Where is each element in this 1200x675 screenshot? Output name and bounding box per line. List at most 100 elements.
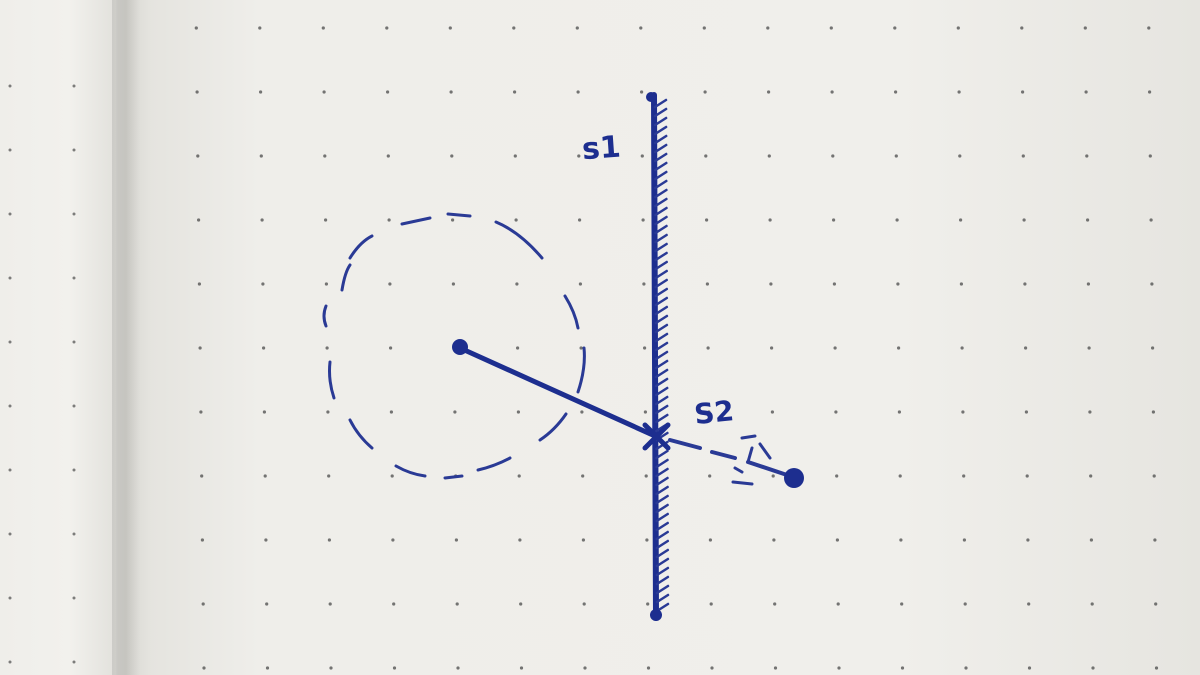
grid-dot [829, 26, 833, 30]
grid-dot [895, 218, 899, 222]
grid-dot [196, 154, 200, 158]
grid-dot [581, 474, 585, 478]
hatch-stroke [654, 233, 668, 244]
hatch-stroke [655, 503, 669, 514]
grid-dot [328, 602, 332, 606]
grid-dot [899, 538, 903, 542]
grid-dot [8, 532, 12, 536]
hatch-stroke [655, 494, 669, 505]
grid-dot [329, 666, 333, 670]
grid-dot [72, 660, 76, 664]
grid-dot [517, 474, 521, 478]
grid-dot [519, 602, 523, 606]
grid-dot [897, 346, 901, 350]
grid-dot [455, 602, 459, 606]
grid-dot [957, 90, 961, 94]
hatch-stroke [654, 206, 668, 217]
grid-dot [646, 602, 650, 606]
grid-dot [833, 346, 837, 350]
grid-dot [259, 154, 263, 158]
hatch-stroke [655, 530, 669, 541]
grid-dot [710, 666, 714, 670]
left-page-edge [0, 0, 116, 675]
grid-dot [324, 218, 328, 222]
grid-dot [326, 410, 330, 414]
grid-dot [836, 602, 840, 606]
hatch-stroke [655, 458, 669, 469]
grid-dot [962, 474, 966, 478]
grid-dot [1149, 218, 1153, 222]
grid-dot [771, 474, 775, 478]
grid-dot [894, 90, 898, 94]
grid-dot [516, 410, 521, 414]
hatch-stroke [655, 512, 669, 523]
hatch-stroke [654, 323, 669, 334]
reflected-dashed-line [668, 438, 792, 478]
grid-dot [1147, 26, 1151, 30]
grid-dot [390, 474, 394, 478]
grid-dot [265, 602, 269, 606]
grid-dot [831, 154, 835, 158]
grid-dot [1151, 410, 1155, 414]
grid-dot [834, 410, 838, 414]
mirror-top-endpoint [646, 92, 656, 102]
hatch-stroke [653, 116, 668, 127]
grid-dot [580, 410, 584, 414]
grid-dot [1024, 410, 1028, 414]
grid-dot [389, 346, 393, 350]
grid-dot [964, 666, 968, 670]
grid-dot [72, 404, 76, 408]
grid-dot [322, 90, 326, 94]
grid-dot [702, 26, 706, 30]
hatch-stroke [654, 404, 669, 415]
grid-dot [263, 474, 267, 478]
hatch-stroke [654, 377, 669, 388]
grid-dot [8, 148, 12, 152]
hatch-stroke [654, 350, 669, 361]
hatch-stroke [655, 593, 670, 604]
grid-dot [392, 602, 396, 606]
hatch-stroke [653, 152, 668, 163]
grid-dot [1091, 666, 1095, 670]
hatch-stroke [655, 485, 669, 496]
grid-dot [772, 538, 776, 542]
hatch-stroke [654, 179, 668, 190]
grid-dot [581, 538, 586, 542]
grid-dot [832, 282, 837, 286]
hatch-stroke [654, 287, 669, 298]
grid-dot [1021, 154, 1025, 158]
grid-dot [1026, 538, 1030, 542]
grid-dot [259, 90, 263, 94]
grid-dot [388, 282, 392, 286]
grid-dot [456, 666, 460, 670]
mirror-bottom-endpoint [650, 609, 662, 621]
mirror-line [651, 92, 659, 621]
grid-dot [644, 474, 648, 478]
grid-dot [1027, 602, 1031, 606]
grid-dot [451, 218, 455, 222]
grid-dot [583, 666, 587, 670]
grid-dot [898, 474, 902, 478]
grid-dot [200, 538, 204, 542]
grid-dot [768, 218, 772, 222]
grid-dot [392, 666, 397, 670]
hatch-stroke [654, 242, 668, 253]
grid-dot [1154, 666, 1159, 670]
grid-dot [579, 346, 583, 350]
grid-dot [325, 346, 329, 350]
grid-dot [72, 468, 76, 472]
grid-dot [832, 218, 836, 222]
grid-dot [960, 346, 964, 350]
grid-dot [519, 666, 524, 670]
grid-dot [197, 218, 201, 222]
grid-dot [578, 218, 582, 222]
hatch-stroke [655, 539, 670, 550]
grid-dot [770, 346, 774, 350]
grid-dot [1148, 90, 1152, 94]
grid-dot [1021, 90, 1025, 94]
grid-dot [773, 666, 778, 670]
grid-dot [1022, 218, 1026, 222]
grid-dot [389, 410, 393, 414]
grid-dot [959, 282, 964, 286]
